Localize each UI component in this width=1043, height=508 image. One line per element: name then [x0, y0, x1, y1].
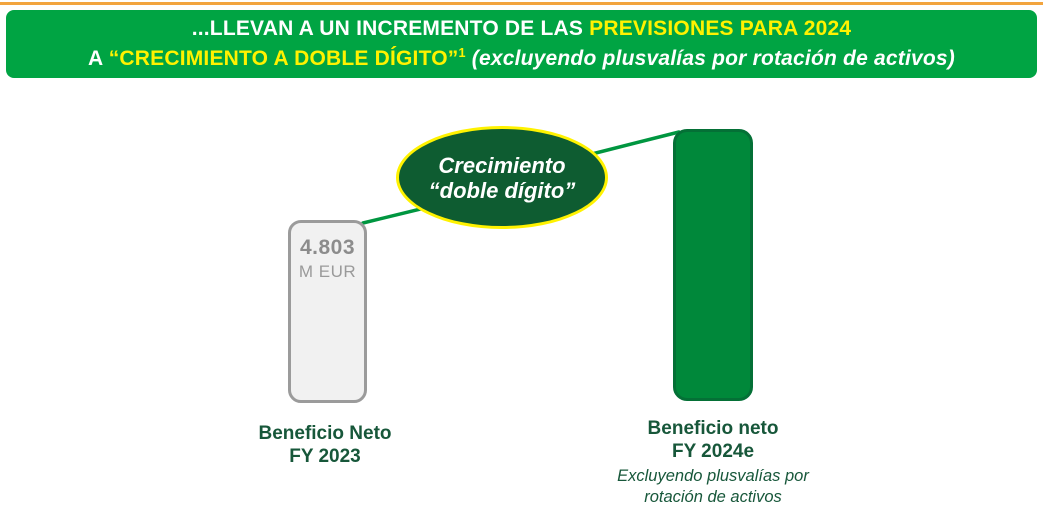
label-fy2023-line1: Beneficio Neto: [258, 423, 392, 444]
header-line2-yellow-text: “CRECIMIENTO A DOBLE DÍGITO”: [108, 47, 459, 70]
header-banner: ...LLEVAN A UN INCREMENTO DE LAS PREVISI…: [6, 10, 1037, 78]
header-line1-yellow-text: PREVISIONES PARA 2024: [589, 17, 852, 40]
label-fy2024e-note1: Excluyendo plusvalías por: [617, 467, 809, 485]
header-line2-italic-text: (excluyendo plusvalías por rotación de a…: [471, 47, 955, 70]
growth-badge: Crecimiento “doble dígito”: [396, 126, 608, 229]
connector-right-line: [578, 130, 681, 159]
growth-badge-line1: Crecimiento: [438, 152, 566, 178]
bar-fy2023-value: 4.803: [299, 236, 356, 259]
header-footnote-marker: 1: [458, 46, 466, 60]
header-line-1: ...LLEVAN A UN INCREMENTO DE LAS PREVISI…: [6, 14, 1037, 44]
label-fy2024e-line2: FY 2024e: [671, 441, 755, 462]
bar-fy2024e: [673, 129, 753, 401]
top-accent-line: [0, 2, 1043, 5]
label-fy2023-line2: FY 2023: [289, 446, 361, 467]
bar-fy2023-unit: M EUR: [298, 262, 357, 281]
label-fy2024e: Beneficio neto FY 2024e Excluyendo plusv…: [588, 417, 838, 508]
growth-badge-line2: “doble dígito”: [428, 177, 576, 203]
bar-fy2023: 4.803 M EUR: [288, 220, 367, 403]
header-line2-white-text: A: [88, 47, 103, 70]
header-line-2: A “CRECIMIENTO A DOBLE DÍGITO”1 (excluye…: [6, 44, 1037, 74]
label-fy2024e-line1: Beneficio neto: [647, 418, 779, 439]
label-fy2024e-note2: rotación de activos: [644, 488, 782, 506]
label-fy2023: Beneficio Neto FY 2023: [225, 422, 425, 468]
header-line1-white-text: ...LLEVAN A UN INCREMENTO DE LAS: [191, 17, 584, 40]
